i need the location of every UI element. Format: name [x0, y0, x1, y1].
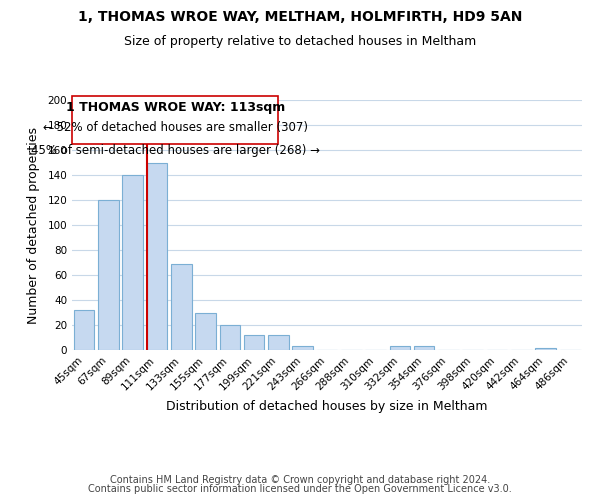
- Bar: [389, 346, 410, 350]
- Text: 1, THOMAS WROE WAY, MELTHAM, HOLMFIRTH, HD9 5AN: 1, THOMAS WROE WAY, MELTHAM, HOLMFIRTH, …: [78, 10, 522, 24]
- FancyBboxPatch shape: [72, 96, 278, 144]
- Bar: [74, 310, 94, 350]
- Bar: [195, 312, 216, 350]
- Text: ← 52% of detached houses are smaller (307): ← 52% of detached houses are smaller (30…: [43, 121, 308, 134]
- Bar: [268, 335, 289, 350]
- Bar: [98, 200, 119, 350]
- X-axis label: Distribution of detached houses by size in Meltham: Distribution of detached houses by size …: [166, 400, 488, 413]
- Text: 45% of semi-detached houses are larger (268) →: 45% of semi-detached houses are larger (…: [31, 144, 320, 157]
- Bar: [292, 346, 313, 350]
- Bar: [535, 348, 556, 350]
- Bar: [122, 175, 143, 350]
- Text: Size of property relative to detached houses in Meltham: Size of property relative to detached ho…: [124, 35, 476, 48]
- Text: Contains public sector information licensed under the Open Government Licence v3: Contains public sector information licen…: [88, 484, 512, 494]
- Bar: [220, 325, 240, 350]
- Bar: [171, 264, 191, 350]
- Text: Contains HM Land Registry data © Crown copyright and database right 2024.: Contains HM Land Registry data © Crown c…: [110, 475, 490, 485]
- Bar: [414, 346, 434, 350]
- Y-axis label: Number of detached properties: Number of detached properties: [28, 126, 40, 324]
- Bar: [146, 162, 167, 350]
- Text: 1 THOMAS WROE WAY: 113sqm: 1 THOMAS WROE WAY: 113sqm: [65, 101, 285, 114]
- Bar: [244, 335, 265, 350]
